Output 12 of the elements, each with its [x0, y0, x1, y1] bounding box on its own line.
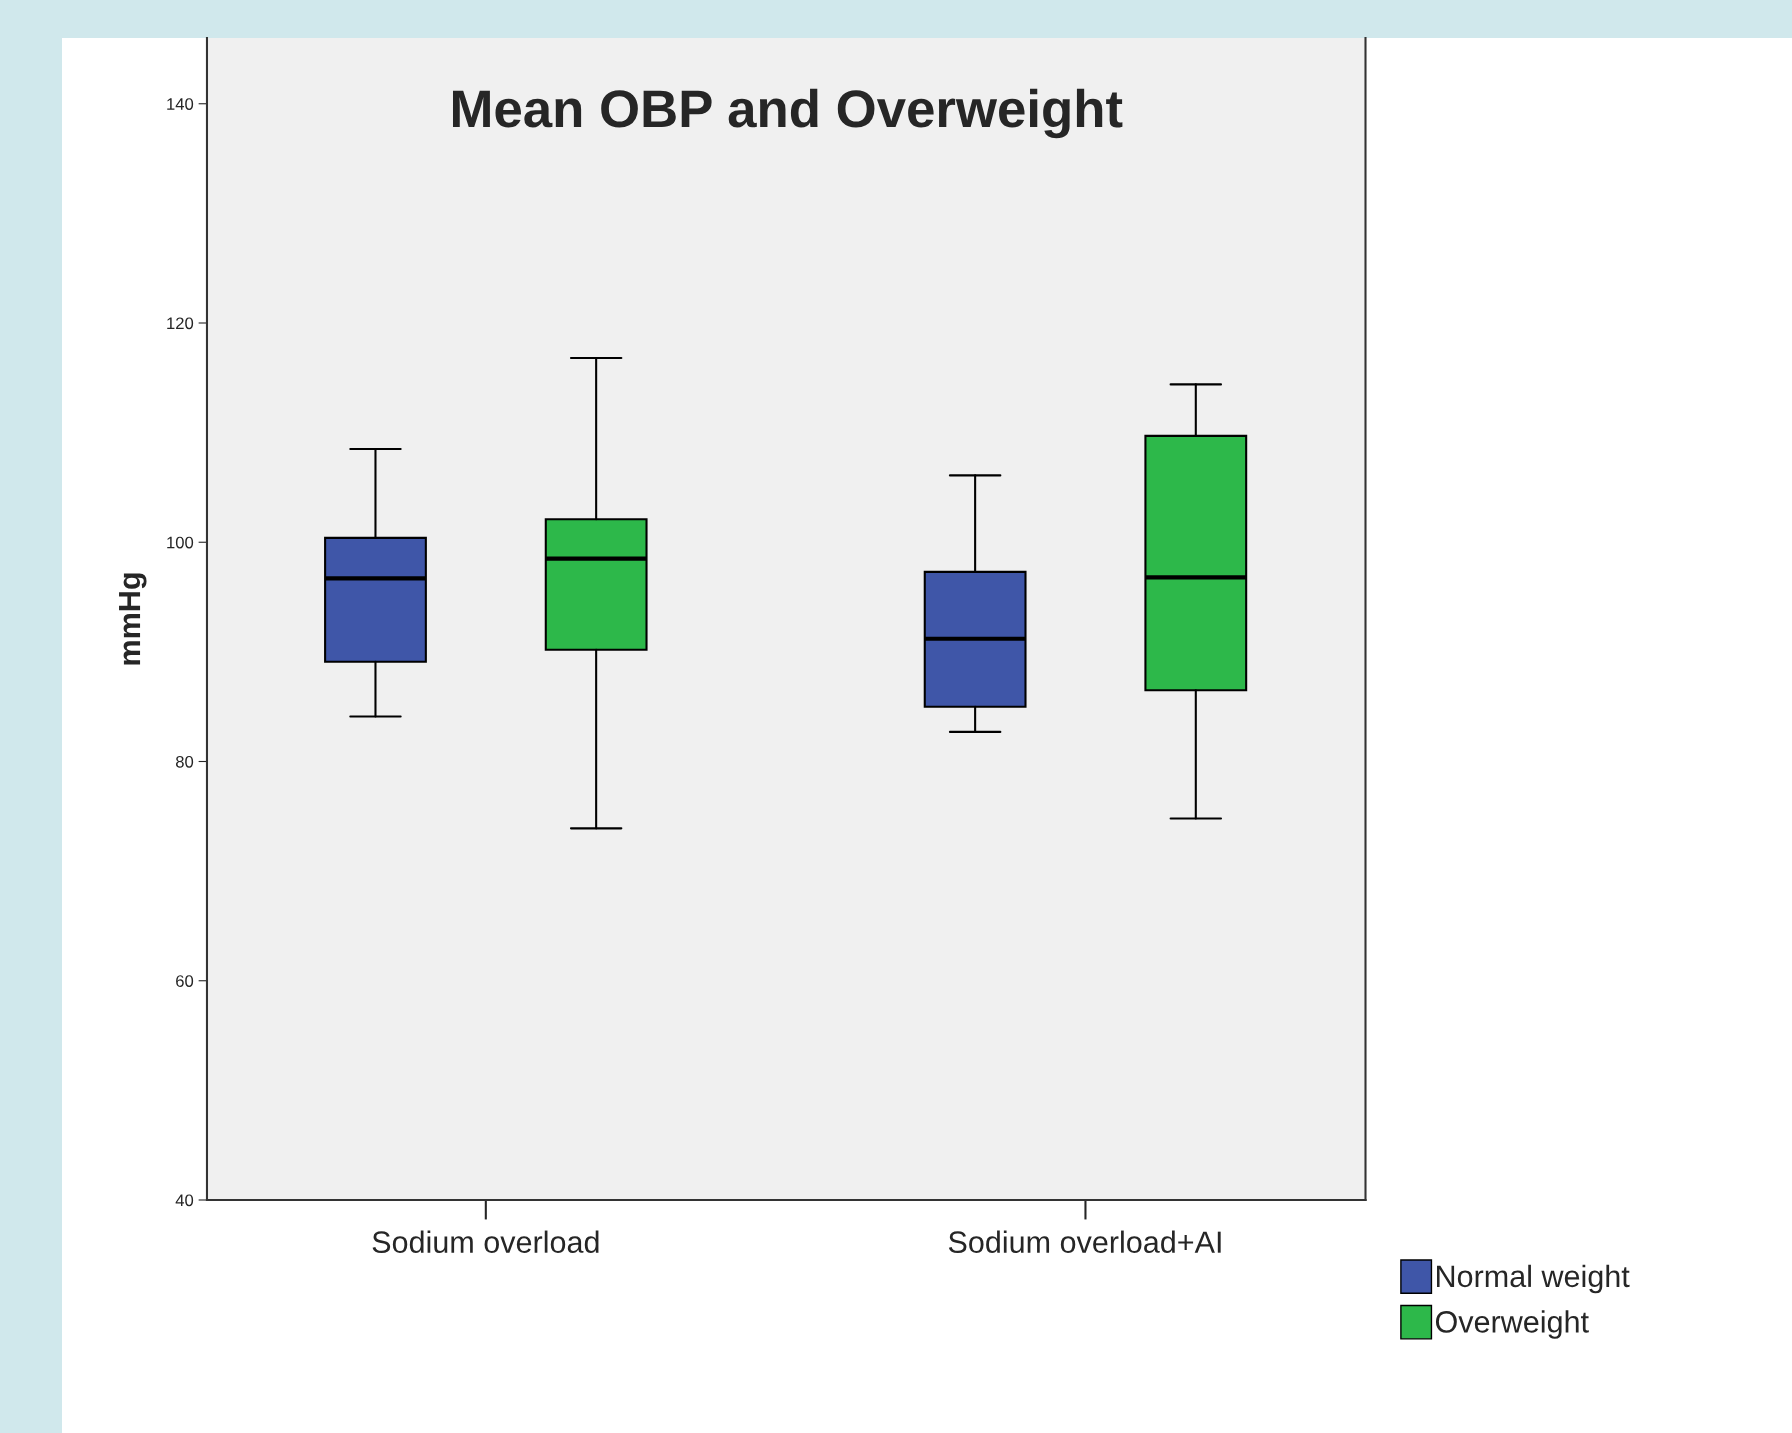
text: Mean OBP and Overweight: [452, 88, 1123, 139]
y-axis-title: mmHg: [119, 573, 147, 665]
x-tick-label: Sodium overload+AI: [948, 1230, 1221, 1253]
y-tick-label: 100: [167, 536, 194, 549]
y-tick-label: 60: [176, 975, 194, 987]
y-tick-label: 40: [175, 1194, 194, 1207]
legend-label: Normal weight: [1437, 1264, 1630, 1294]
x-tick-label: Sodium overload: [372, 1230, 599, 1253]
y-tick-label: 140: [167, 98, 194, 110]
y-tick-label: 80: [175, 755, 194, 768]
legend-label: Overweight: [1435, 1310, 1589, 1339]
y-tick-label: 120: [167, 317, 194, 330]
